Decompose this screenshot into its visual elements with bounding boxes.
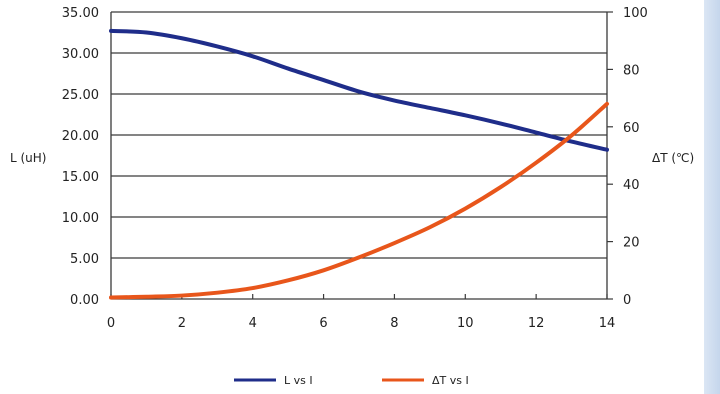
- y-left-tick-label: 0.00: [70, 293, 99, 308]
- series-line-inductance: [109, 28, 609, 152]
- y-left-axis-title: L (uH): [10, 151, 47, 165]
- y-right-axis-title: ΔT (℃): [652, 151, 694, 165]
- x-tick-label: 2: [178, 316, 186, 331]
- y-left-tick-label: 10.00: [62, 211, 99, 226]
- y-right-tick-label: 100: [623, 6, 648, 21]
- legend-label: L vs I: [284, 374, 313, 387]
- y-right-tick-label: 60: [623, 121, 640, 136]
- y-left-axis-ticks: 0.00 5.00 10.00 15.00 20.00 25.00 30.00 35.00: [62, 6, 99, 308]
- y-right-axis-ticks: 0 20 40 60 80 100: [607, 6, 648, 308]
- x-tick-label: 14: [599, 316, 616, 331]
- x-tick-label: 12: [528, 316, 545, 331]
- y-left-tick-label: 5.00: [70, 252, 99, 267]
- y-left-tick-label: 20.00: [62, 129, 99, 144]
- x-tick-label: 10: [457, 316, 474, 331]
- x-tick-label: 6: [319, 316, 327, 331]
- axes: [110, 12, 608, 299]
- series-lines: [109, 28, 609, 300]
- y-right-tick-label: 0: [623, 293, 631, 308]
- y-right-tick-label: 40: [623, 178, 640, 193]
- x-tick-label: 8: [390, 316, 398, 331]
- right-edge-decoration: [704, 0, 720, 394]
- y-left-tick-label: 15.00: [62, 170, 99, 185]
- y-left-tick-label: 35.00: [62, 6, 99, 21]
- x-axis-ticks: 0 2 4 6 8 10 12 14: [107, 294, 615, 331]
- legend: L vs I ΔT vs I: [234, 374, 469, 387]
- x-tick-label: 0: [107, 316, 115, 331]
- y-right-tick-label: 80: [623, 63, 640, 78]
- legend-label: ΔT vs I: [432, 374, 469, 387]
- x-tick-label: 4: [249, 316, 257, 331]
- y-left-tick-label: 25.00: [62, 88, 99, 103]
- y-right-tick-label: 20: [623, 236, 640, 251]
- series-line-delta-t: [109, 101, 609, 300]
- gridlines: [111, 11, 607, 300]
- y-left-tick-label: 30.00: [62, 47, 99, 62]
